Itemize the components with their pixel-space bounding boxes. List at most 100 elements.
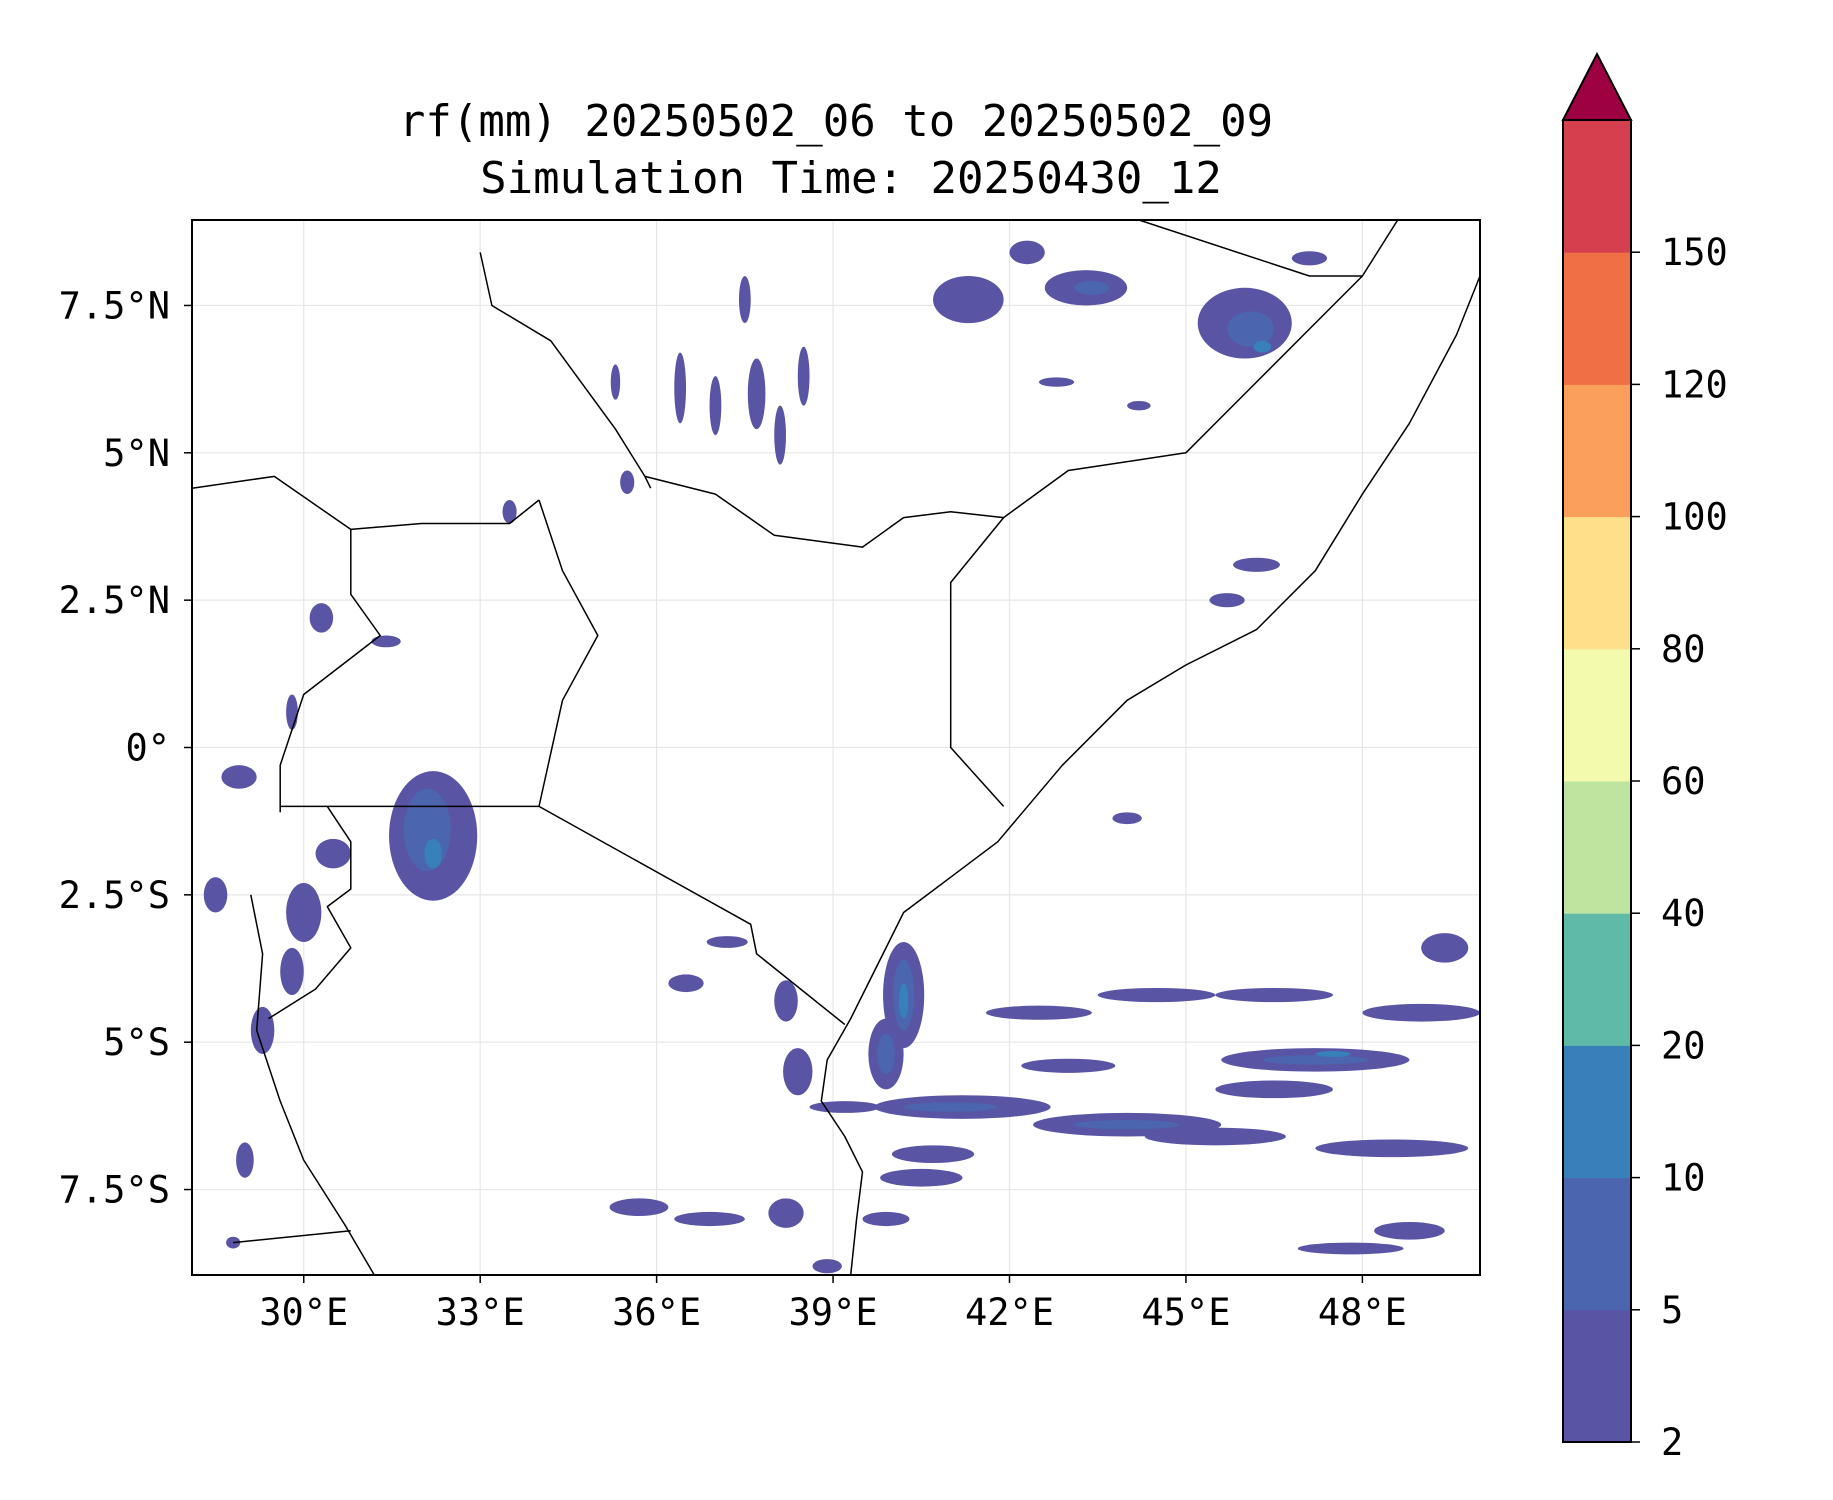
rain-cell — [236, 1142, 254, 1178]
rain-cell — [1112, 812, 1142, 825]
lon-tick-label: 30°E — [259, 1291, 348, 1334]
rain-cell — [774, 405, 787, 465]
rain-cell — [880, 1168, 963, 1187]
colorbar-tick-label: 40 — [1661, 892, 1706, 935]
rain-cell — [747, 358, 766, 430]
rain-cell — [1074, 1119, 1181, 1130]
lat-tick-label: 7.5°S — [59, 1169, 170, 1212]
colorbar-segment — [1563, 1177, 1631, 1311]
latitude-axis: 7.5°N 5°N 2.5°N 0° 2.5°S 5°S 7.5°S — [59, 284, 192, 1212]
map-panel: 30°E 33°E 36°E 39°E 42°E 45°E 48°E 7.5°N 5°N 2.5… — [59, 219, 1481, 1334]
rain-cell — [898, 983, 909, 1019]
rain-cell — [226, 1236, 241, 1249]
country-borders — [192, 220, 1480, 1275]
rain-cell — [877, 1033, 895, 1075]
colorbar-segment — [1563, 913, 1631, 1046]
colorbar: 2 5 10 20 40 60 80 100 120 150 — [1561, 51, 1728, 1464]
colorbar-tick-label: 120 — [1661, 363, 1728, 406]
rain-cell — [1209, 593, 1245, 608]
rain-cell — [221, 765, 257, 789]
colorbar-tick-label: 2 — [1661, 1421, 1683, 1464]
rain-cell — [674, 1211, 745, 1227]
rain-cell — [1215, 987, 1333, 1003]
boundary-south-sudan-ethiopia — [479, 252, 652, 489]
colorbar-segment — [1563, 384, 1631, 518]
colorbar-segment — [1563, 252, 1631, 385]
rain-cell — [286, 694, 298, 730]
colorbar-tick-label: 100 — [1661, 496, 1728, 539]
colorbar-segment — [1563, 1309, 1631, 1443]
colorbar-segment — [1563, 120, 1631, 253]
boundary-tanzania-kenya — [538, 805, 846, 1026]
colorbar-extend-arrow — [1561, 51, 1633, 121]
rain-cell — [1097, 987, 1216, 1003]
boundary-lake-tanganyika — [250, 894, 375, 1275]
rain-cell — [709, 376, 722, 436]
boundary-ethiopia-kenya — [644, 475, 1004, 548]
colorbar-tick-label: 150 — [1661, 231, 1728, 274]
boundary-ethiopia-somalia — [949, 220, 1399, 807]
rain-cell — [809, 1101, 881, 1113]
rain-cell — [1262, 1055, 1369, 1065]
colorbar-segment — [1563, 781, 1631, 914]
figure-title: rf(mm) 20250502_06 to 20250502_09 — [399, 96, 1273, 147]
rain-cell — [903, 1102, 998, 1112]
rain-cell — [862, 1211, 910, 1227]
longitude-axis: 30°E 33°E 36°E 39°E 42°E 45°E 48°E — [259, 1275, 1407, 1334]
rain-cell — [1315, 1139, 1469, 1158]
rain-cell — [933, 275, 1004, 324]
boundary-tanzania-zambia — [233, 1230, 351, 1244]
rain-cell — [280, 947, 304, 996]
rain-cell — [891, 1145, 975, 1164]
rain-cell — [250, 1006, 275, 1054]
lon-tick-label: 39°E — [789, 1291, 878, 1334]
rain-cell — [424, 838, 442, 869]
figure-subtitle: Simulation Time: 20250430_12 — [480, 153, 1222, 204]
boundary-south-sudan-uganda — [192, 475, 540, 531]
colorbar-tick-label: 80 — [1661, 628, 1706, 671]
lat-tick-label: 7.5°N — [59, 284, 170, 327]
rain-cell — [1291, 251, 1328, 266]
rain-cell — [609, 1198, 669, 1217]
lon-tick-label: 42°E — [965, 1291, 1054, 1334]
lon-tick-label: 33°E — [436, 1291, 525, 1334]
rain-cell — [1144, 1127, 1286, 1146]
rain-cell — [985, 1005, 1092, 1020]
rain-cell — [203, 877, 228, 913]
lat-tick-label: 0° — [125, 727, 170, 770]
rain-cell — [1253, 340, 1272, 353]
rain-cell — [783, 1048, 813, 1096]
lat-tick-label: 2.5°N — [59, 579, 170, 622]
rain-cell — [502, 499, 517, 524]
rain-cell — [1227, 311, 1275, 347]
colorbar-segment — [1563, 1045, 1631, 1179]
lat-tick-label: 5°N — [103, 432, 170, 475]
rain-cell — [1021, 1058, 1116, 1073]
lat-tick-label: 2.5°S — [59, 874, 170, 917]
boundary-rwanda-burundi — [268, 805, 352, 1020]
rain-cell — [1232, 557, 1281, 572]
rain-cell — [1421, 933, 1469, 963]
rain-cell — [738, 275, 751, 324]
rain-cell — [1009, 240, 1045, 265]
colorbar-tick-label: 60 — [1661, 760, 1706, 803]
colorbar-tick-label: 20 — [1661, 1024, 1706, 1067]
colorbar-segment — [1563, 516, 1631, 650]
rain-cell — [309, 603, 334, 633]
colorbar-tick-label: 5 — [1661, 1289, 1683, 1332]
rain-cell — [620, 470, 635, 495]
rain-cell — [668, 974, 704, 993]
rain-cell — [774, 980, 798, 1022]
rain-cell — [1215, 1080, 1333, 1099]
rainfall-field — [203, 240, 1480, 1274]
rain-cell — [286, 883, 322, 942]
rain-cell — [610, 364, 621, 400]
lon-tick-label: 45°E — [1141, 1291, 1230, 1334]
rain-cell — [674, 352, 687, 424]
gridlines — [192, 220, 1480, 1275]
rain-cell — [1362, 1003, 1480, 1022]
rain-cell — [1038, 377, 1075, 387]
colorbar-segment — [1563, 648, 1631, 782]
rain-cell — [1074, 280, 1110, 295]
